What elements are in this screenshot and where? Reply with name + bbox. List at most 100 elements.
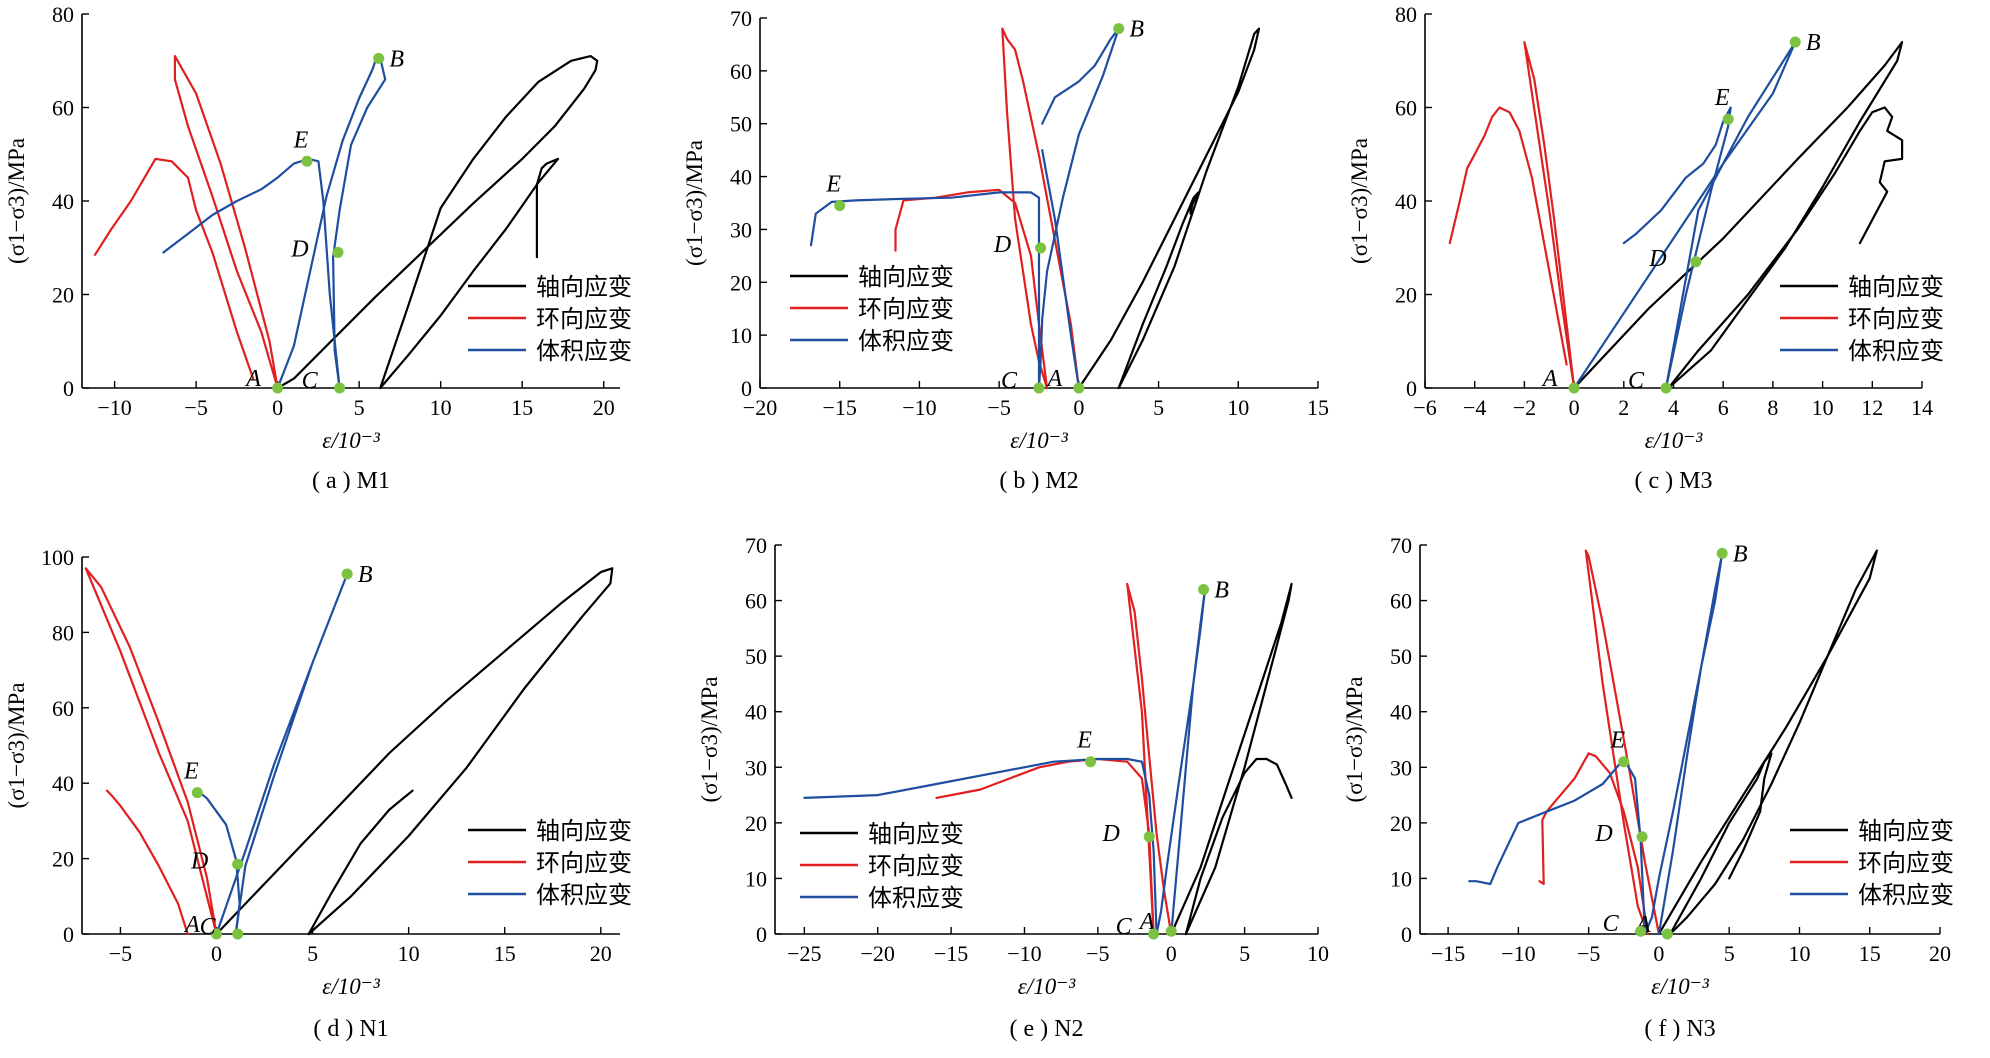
legend-label: 体积应变 [536, 337, 632, 365]
point-label-e: E [1714, 85, 1730, 111]
point-label-e: E [183, 759, 199, 785]
point-marker-e [1085, 756, 1097, 768]
point-label-c: C [1603, 911, 1620, 937]
y-tick-label: 30 [745, 755, 767, 780]
point-label-d: D [1594, 821, 1612, 847]
y-tick-label: 40 [52, 189, 74, 214]
point-marker-c [1033, 382, 1045, 394]
y-tick-label: 60 [745, 589, 767, 614]
point-marker-b [341, 568, 353, 580]
series-line [894, 188, 1049, 390]
y-tick-label: 0 [63, 922, 74, 947]
legend-label: 环向应变 [1848, 305, 1944, 333]
legend-label: 环向应变 [868, 852, 964, 880]
chart-panel-b: −20 −15 −10 −5 0 5 10 15 0 10 20 30 40 50 60 70 ε/10⁻³ (σ… [682, 6, 1329, 494]
panel-caption: ( f ) N3 [1644, 1016, 1715, 1042]
x-axis-label: ε/10⁻³ [1651, 974, 1710, 999]
point-label-b: B [1733, 541, 1748, 567]
x-tick-label: 15 [511, 395, 533, 420]
y-tick-label: 0 [1401, 922, 1412, 947]
point-label-b: B [1214, 577, 1229, 603]
point-marker-c [1635, 925, 1647, 937]
y-tick-label: 60 [52, 696, 74, 721]
y-tick-label: 40 [1390, 700, 1412, 725]
series-line [1523, 40, 1576, 390]
legend-label: 轴向应变 [868, 820, 964, 848]
series-line [809, 191, 1041, 390]
point-marker-d [332, 246, 344, 258]
point-label-d: D [993, 232, 1011, 258]
chart-panel-a: −10 −5 0 5 10 15 20 0 20 40 60 80 ε/10⁻³ (σ1−σ3)/MPa (… [4, 2, 632, 494]
y-tick-label: 70 [745, 533, 767, 558]
point-marker-c [334, 382, 346, 394]
point-marker-a [211, 928, 222, 940]
y-tick-label: 80 [52, 2, 74, 27]
point-label-b: B [1129, 17, 1144, 43]
y-tick-label: 40 [745, 700, 767, 725]
series-line [1170, 582, 1293, 936]
x-tick-label: −10 [1007, 941, 1041, 966]
chart-panel-e: −25 −20 −15 −10 −5 0 5 10 0 10 20 30 40 50 60 70 ε/10⁻³ (… [697, 533, 1329, 1042]
legend-label: 体积应变 [536, 881, 632, 909]
series-line [1117, 191, 1200, 390]
y-tick-label: 0 [756, 922, 767, 947]
y-tick-label: 50 [745, 644, 767, 669]
y-tick-label: 40 [1395, 189, 1417, 214]
x-tick-label: 20 [590, 941, 612, 966]
y-tick-label: 80 [52, 620, 74, 645]
point-label-b: B [389, 46, 404, 72]
series-line [1041, 149, 1081, 390]
y-tick-label: 30 [730, 217, 752, 242]
chart-panel-c: −6 −4 −2 0 2 4 6 8 10 12 14 0 20 40 60 80 ε/10⁻³ (σ1−σ3)/… [1347, 2, 1944, 494]
x-tick-label: 15 [1859, 941, 1881, 966]
y-tick-label: 10 [730, 323, 752, 348]
point-marker-a [272, 382, 284, 394]
y-tick-label: 20 [1390, 811, 1412, 836]
point-label-b: B [1806, 30, 1821, 56]
point-label-e: E [1076, 728, 1092, 754]
legend-label: 轴向应变 [858, 263, 954, 291]
series-line [307, 789, 414, 936]
x-tick-label: 6 [1718, 395, 1729, 420]
series-line [173, 54, 279, 390]
y-tick-label: 50 [730, 112, 752, 137]
x-tick-label: 0 [1073, 395, 1084, 420]
legend-label: 体积应变 [868, 884, 964, 912]
y-tick-label: 60 [1395, 96, 1417, 121]
x-tick-label: 0 [211, 941, 222, 966]
y-tick-label: 20 [745, 811, 767, 836]
series-line [1468, 757, 1647, 936]
point-marker-e [191, 787, 203, 799]
point-label-c: C [1001, 368, 1018, 394]
x-tick-label: −5 [1086, 941, 1109, 966]
legend-label: 轴向应变 [1858, 817, 1954, 845]
series-line [1155, 588, 1207, 936]
series-line [276, 57, 387, 390]
y-tick-label: 20 [52, 283, 74, 308]
x-tick-label: 10 [398, 941, 420, 966]
legend-label: 轴向应变 [1848, 273, 1944, 301]
series-line [196, 789, 241, 936]
x-tick-label: −2 [1513, 395, 1536, 420]
legend-label: 轴向应变 [536, 817, 632, 845]
x-axis-label: ε/10⁻³ [1010, 428, 1069, 453]
point-label-a: A [1541, 366, 1558, 392]
series-line [1622, 106, 1732, 390]
y-tick-label: 100 [41, 545, 74, 570]
point-label-d: D [190, 848, 208, 874]
chart-panel-d: −5 0 5 10 15 20 0 20 40 60 80 100 ε/10⁻³ (σ1−σ3)/MPa (… [4, 545, 632, 1042]
x-tick-label: −20 [743, 395, 777, 420]
point-label-d: D [1648, 246, 1666, 272]
x-tick-label: −5 [1577, 941, 1600, 966]
legend-label: 环向应变 [1858, 849, 1954, 877]
series-line [93, 157, 255, 380]
x-tick-label: 10 [1812, 395, 1834, 420]
point-marker-b [1716, 547, 1728, 559]
y-tick-label: 40 [52, 771, 74, 796]
series-line [162, 157, 341, 390]
x-tick-label: −25 [787, 941, 821, 966]
point-marker-b [373, 52, 385, 64]
legend-label: 环向应变 [536, 849, 632, 877]
panel-caption: ( d ) N1 [313, 1016, 388, 1042]
series-line [1572, 40, 1904, 390]
